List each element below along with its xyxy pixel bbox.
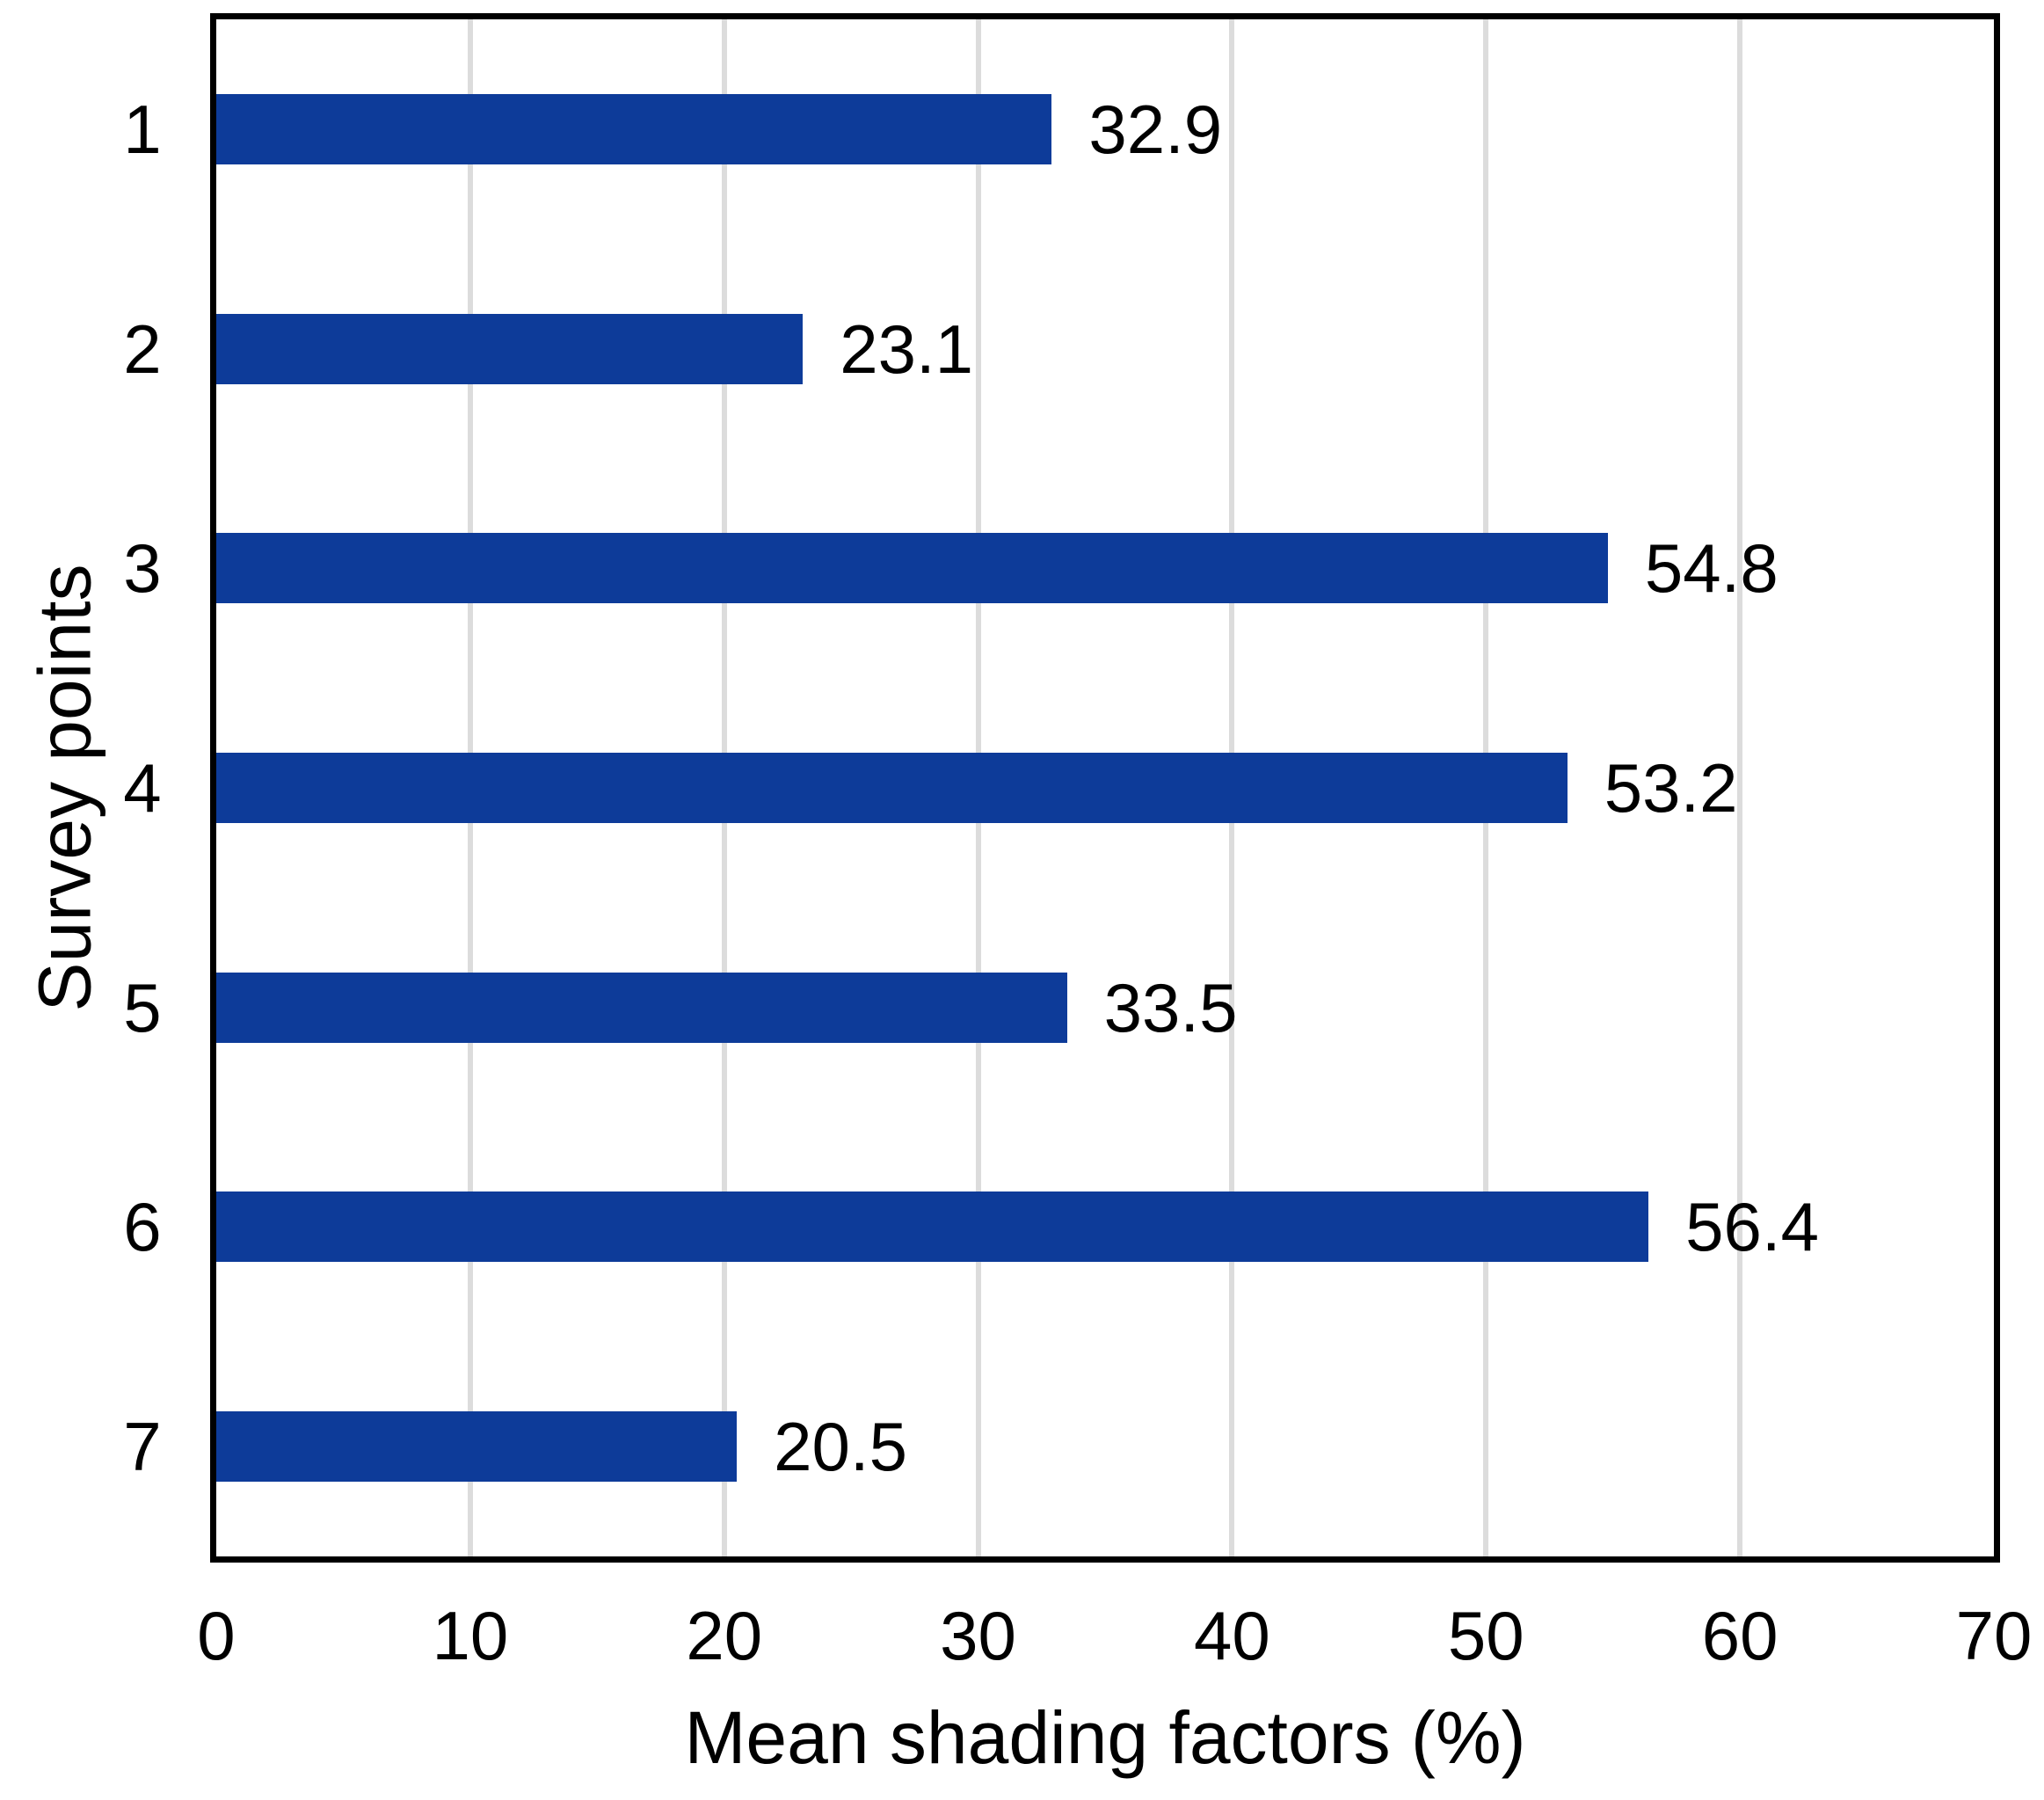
bar	[216, 533, 1608, 604]
x-tick-label: 70	[1955, 1597, 2033, 1674]
y-tick-label: 6	[123, 1188, 162, 1266]
bar-value-label: 53.2	[1604, 749, 1738, 827]
plot-area: 32.9 1 23.1 2 54.8 3 53.2 4 33.5 5 56.4 6 20.5 7	[123, 13, 2000, 1563]
bar-value-label: 54.8	[1644, 529, 1778, 608]
y-tick-label: 5	[123, 968, 162, 1046]
bar	[216, 1191, 1649, 1263]
bar-value-label: 32.9	[1088, 90, 1223, 168]
bar-value-label: 33.5	[1103, 968, 1238, 1046]
gridline	[1737, 19, 1743, 1556]
x-tick-label: 20	[686, 1597, 763, 1674]
bar	[216, 313, 804, 384]
x-tick-label: 30	[940, 1597, 1016, 1674]
y-tick-label: 7	[123, 1408, 162, 1486]
y-tick-label: 4	[123, 749, 162, 827]
bar	[216, 93, 1052, 164]
x-tick-label: 60	[1701, 1597, 1778, 1674]
x-tick-label: 10	[432, 1597, 509, 1674]
bar-value-label: 56.4	[1685, 1188, 1819, 1266]
y-tick-label: 2	[123, 310, 162, 388]
bar	[216, 753, 1568, 823]
y-tick-label: 3	[123, 529, 162, 608]
bar	[216, 1411, 738, 1483]
x-tick-label: 50	[1447, 1597, 1524, 1674]
y-tick-label: 1	[123, 90, 162, 168]
y-axis-title: Survey points	[23, 564, 106, 1012]
x-axis-title: Mean shading factors (%)	[684, 1696, 1526, 1779]
bar-value-label: 23.1	[840, 310, 974, 388]
bar-value-label: 20.5	[774, 1408, 907, 1486]
bar	[216, 972, 1067, 1043]
x-tick-label: 0	[197, 1597, 236, 1674]
x-tick-label: 40	[1194, 1597, 1270, 1674]
